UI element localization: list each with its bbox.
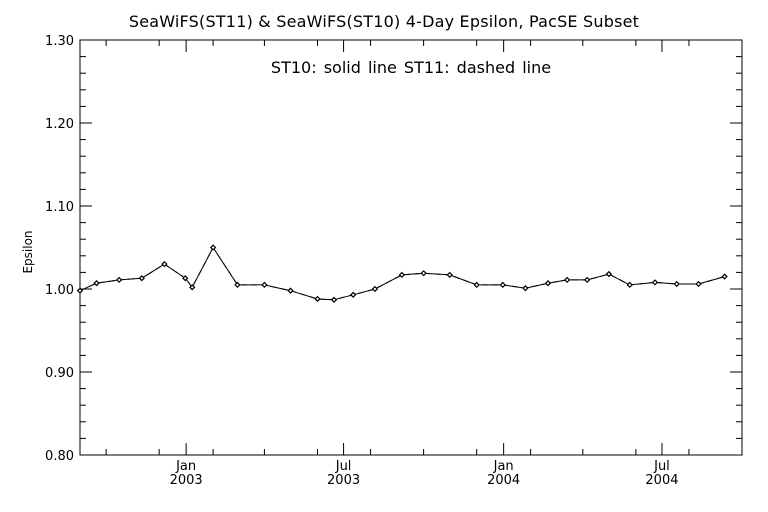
data-point-st11 [447, 272, 453, 278]
data-point-st11 [522, 285, 528, 291]
data-point-st11 [500, 282, 506, 288]
series-line-st11 [80, 246, 725, 301]
data-point-st11 [695, 281, 702, 287]
y-tick-label: 1.20 [45, 117, 74, 132]
data-point-st11 [627, 282, 633, 288]
y-tick-label: 1.10 [45, 200, 74, 215]
x-tick-month-label: Jan [175, 459, 196, 474]
data-point-st11 [116, 277, 122, 283]
series-points [76, 244, 728, 303]
x-tick-month-label: Jan [493, 459, 514, 474]
y-tick-label: 0.90 [45, 366, 74, 381]
y-tick-label: 1.30 [45, 34, 74, 49]
y-tick-label: 1.00 [45, 283, 74, 298]
data-point-st11 [331, 297, 337, 303]
x-tick-year-label: 2004 [645, 473, 678, 488]
data-point-st11 [584, 277, 590, 283]
data-point-st11 [674, 281, 680, 287]
series-style-annotation: ST10: solid line ST11: dashed line [270, 58, 552, 77]
x-tick-year-label: 2004 [487, 473, 520, 488]
data-point-st11 [287, 288, 294, 294]
y-axis-ticks: 0.80 0.90 1.00 1.10 1.20 1.30 [45, 34, 742, 464]
data-point-st11 [350, 292, 356, 298]
data-point-st11 [139, 275, 145, 281]
data-point-st11 [399, 272, 405, 278]
data-point-st11 [606, 271, 612, 277]
x-tick-year-label: 2003 [170, 473, 203, 488]
data-point-st11 [161, 261, 167, 267]
data-point-st11 [189, 284, 195, 290]
y-tick-label: 0.80 [45, 449, 74, 464]
data-point-st11 [372, 286, 378, 292]
x-tick-month-label: Jul [653, 459, 670, 474]
data-point-st11 [722, 273, 728, 280]
chart-title: SeaWiFS(ST11) & SeaWiFS(ST10) 4-Day Epsi… [128, 12, 640, 31]
series-lines [80, 246, 725, 301]
data-point-st11 [234, 282, 241, 288]
data-point-st11 [314, 296, 321, 302]
data-point-st11 [182, 275, 188, 281]
data-point-st11 [421, 270, 427, 276]
data-point-st11 [545, 280, 551, 286]
plot-frame [79, 39, 743, 456]
x-tick-month-label: Jul [335, 459, 352, 474]
data-point-st11 [77, 288, 83, 294]
x-tick-year-label: 2003 [327, 473, 360, 488]
data-point-st11 [474, 282, 480, 288]
data-point-st11 [261, 282, 267, 288]
data-point-st11 [652, 279, 658, 285]
data-point-st11 [93, 280, 100, 286]
plot-axes [79, 39, 743, 456]
data-point-st11 [564, 277, 570, 283]
data-point-st11 [210, 244, 216, 251]
